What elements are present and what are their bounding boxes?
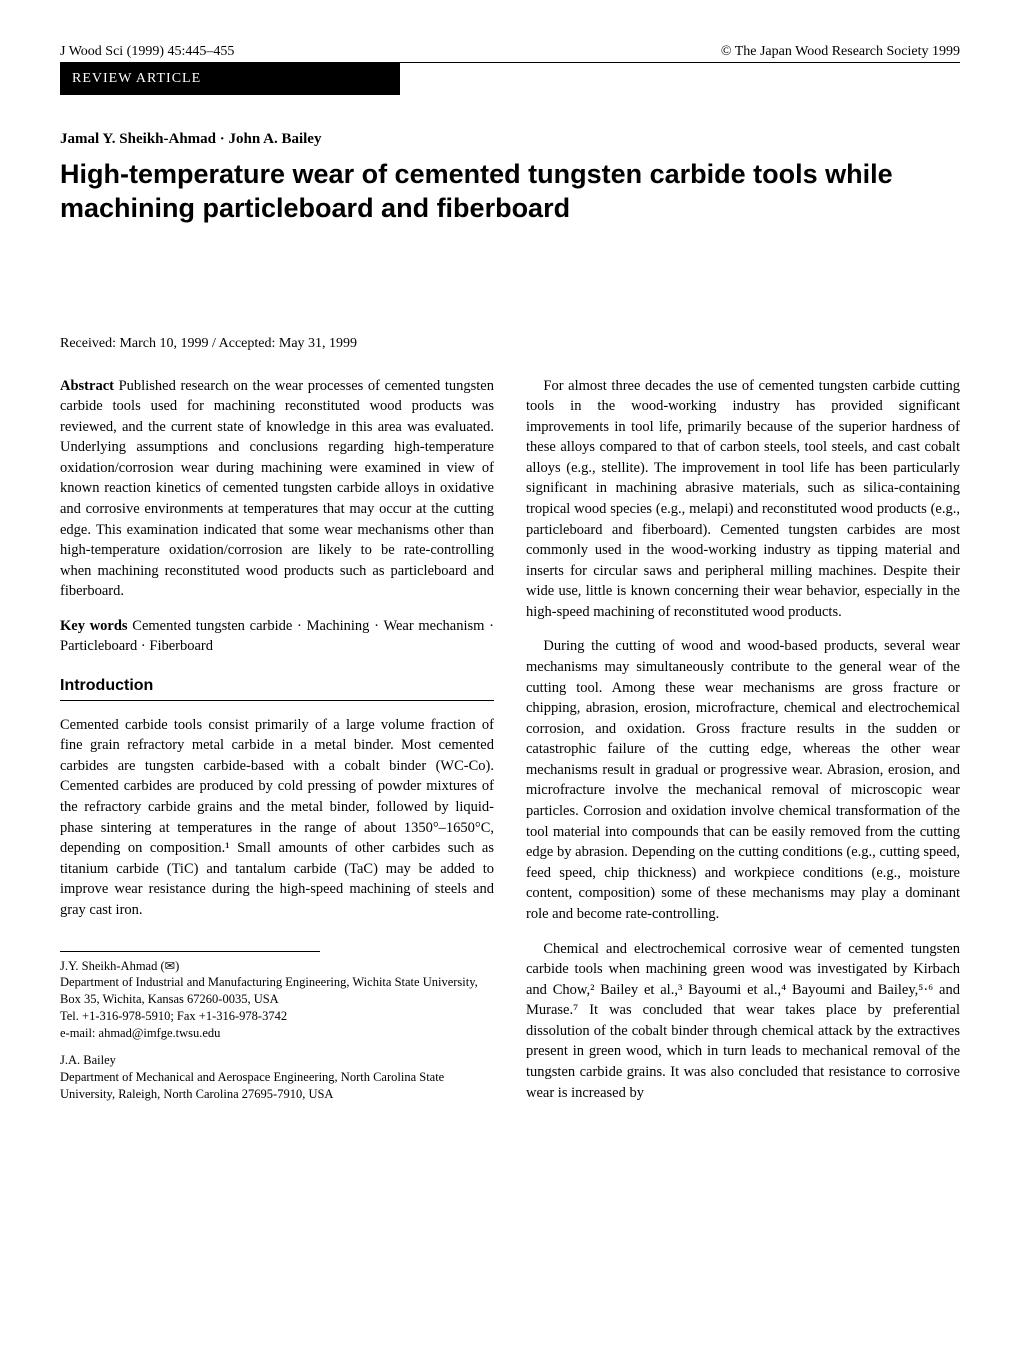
received-accepted-dates: Received: March 10, 1999 / Accepted: May… (60, 336, 960, 352)
keywords-paragraph: Key words Cemented tungsten carbide · Ma… (60, 616, 494, 657)
right-column: For almost three decades the use of ceme… (526, 376, 960, 1118)
abstract-label: Abstract (60, 378, 114, 394)
footnotes: J.Y. Sheikh-Ahmad (✉) Department of Indu… (60, 958, 494, 1103)
review-article-badge: REVIEW ARTICLE (60, 63, 400, 95)
journal-reference: J Wood Sci (1999) 45:445–455 (60, 44, 234, 60)
abstract-text: Published research on the wear processes… (60, 378, 494, 600)
footnote-author1-email: e-mail: ahmad@imfge.twsu.edu (60, 1025, 494, 1042)
right-paragraph-3: Chemical and electrochemical corrosive w… (526, 939, 960, 1104)
right-paragraph-2: During the cutting of wood and wood-base… (526, 636, 960, 924)
copyright-text: © The Japan Wood Research Society 1999 (721, 44, 960, 60)
authors-line: Jamal Y. Sheikh-Ahmad · John A. Bailey (60, 131, 960, 148)
keywords-label: Key words (60, 618, 128, 634)
footnote-author1-name: J.Y. Sheikh-Ahmad (✉) (60, 958, 494, 975)
right-paragraph-1: For almost three decades the use of ceme… (526, 376, 960, 623)
introduction-paragraph-1: Cemented carbide tools consist primarily… (60, 715, 494, 921)
article-title: High-temperature wear of cemented tungst… (60, 158, 960, 226)
footnote-author2-name: J.A. Bailey (60, 1052, 494, 1069)
introduction-heading: Introduction (60, 675, 494, 698)
footnote-author1-contact: Tel. +1-316-978-5910; Fax +1-316-978-374… (60, 1008, 494, 1025)
abstract-paragraph: Abstract Published research on the wear … (60, 376, 494, 602)
introduction-rule (60, 700, 494, 701)
footnote-rule (60, 951, 320, 952)
left-column: Abstract Published research on the wear … (60, 376, 494, 1118)
footnote-author2-affiliation: Department of Mechanical and Aerospace E… (60, 1069, 494, 1103)
footnote-author1-affiliation: Department of Industrial and Manufacturi… (60, 974, 494, 1008)
